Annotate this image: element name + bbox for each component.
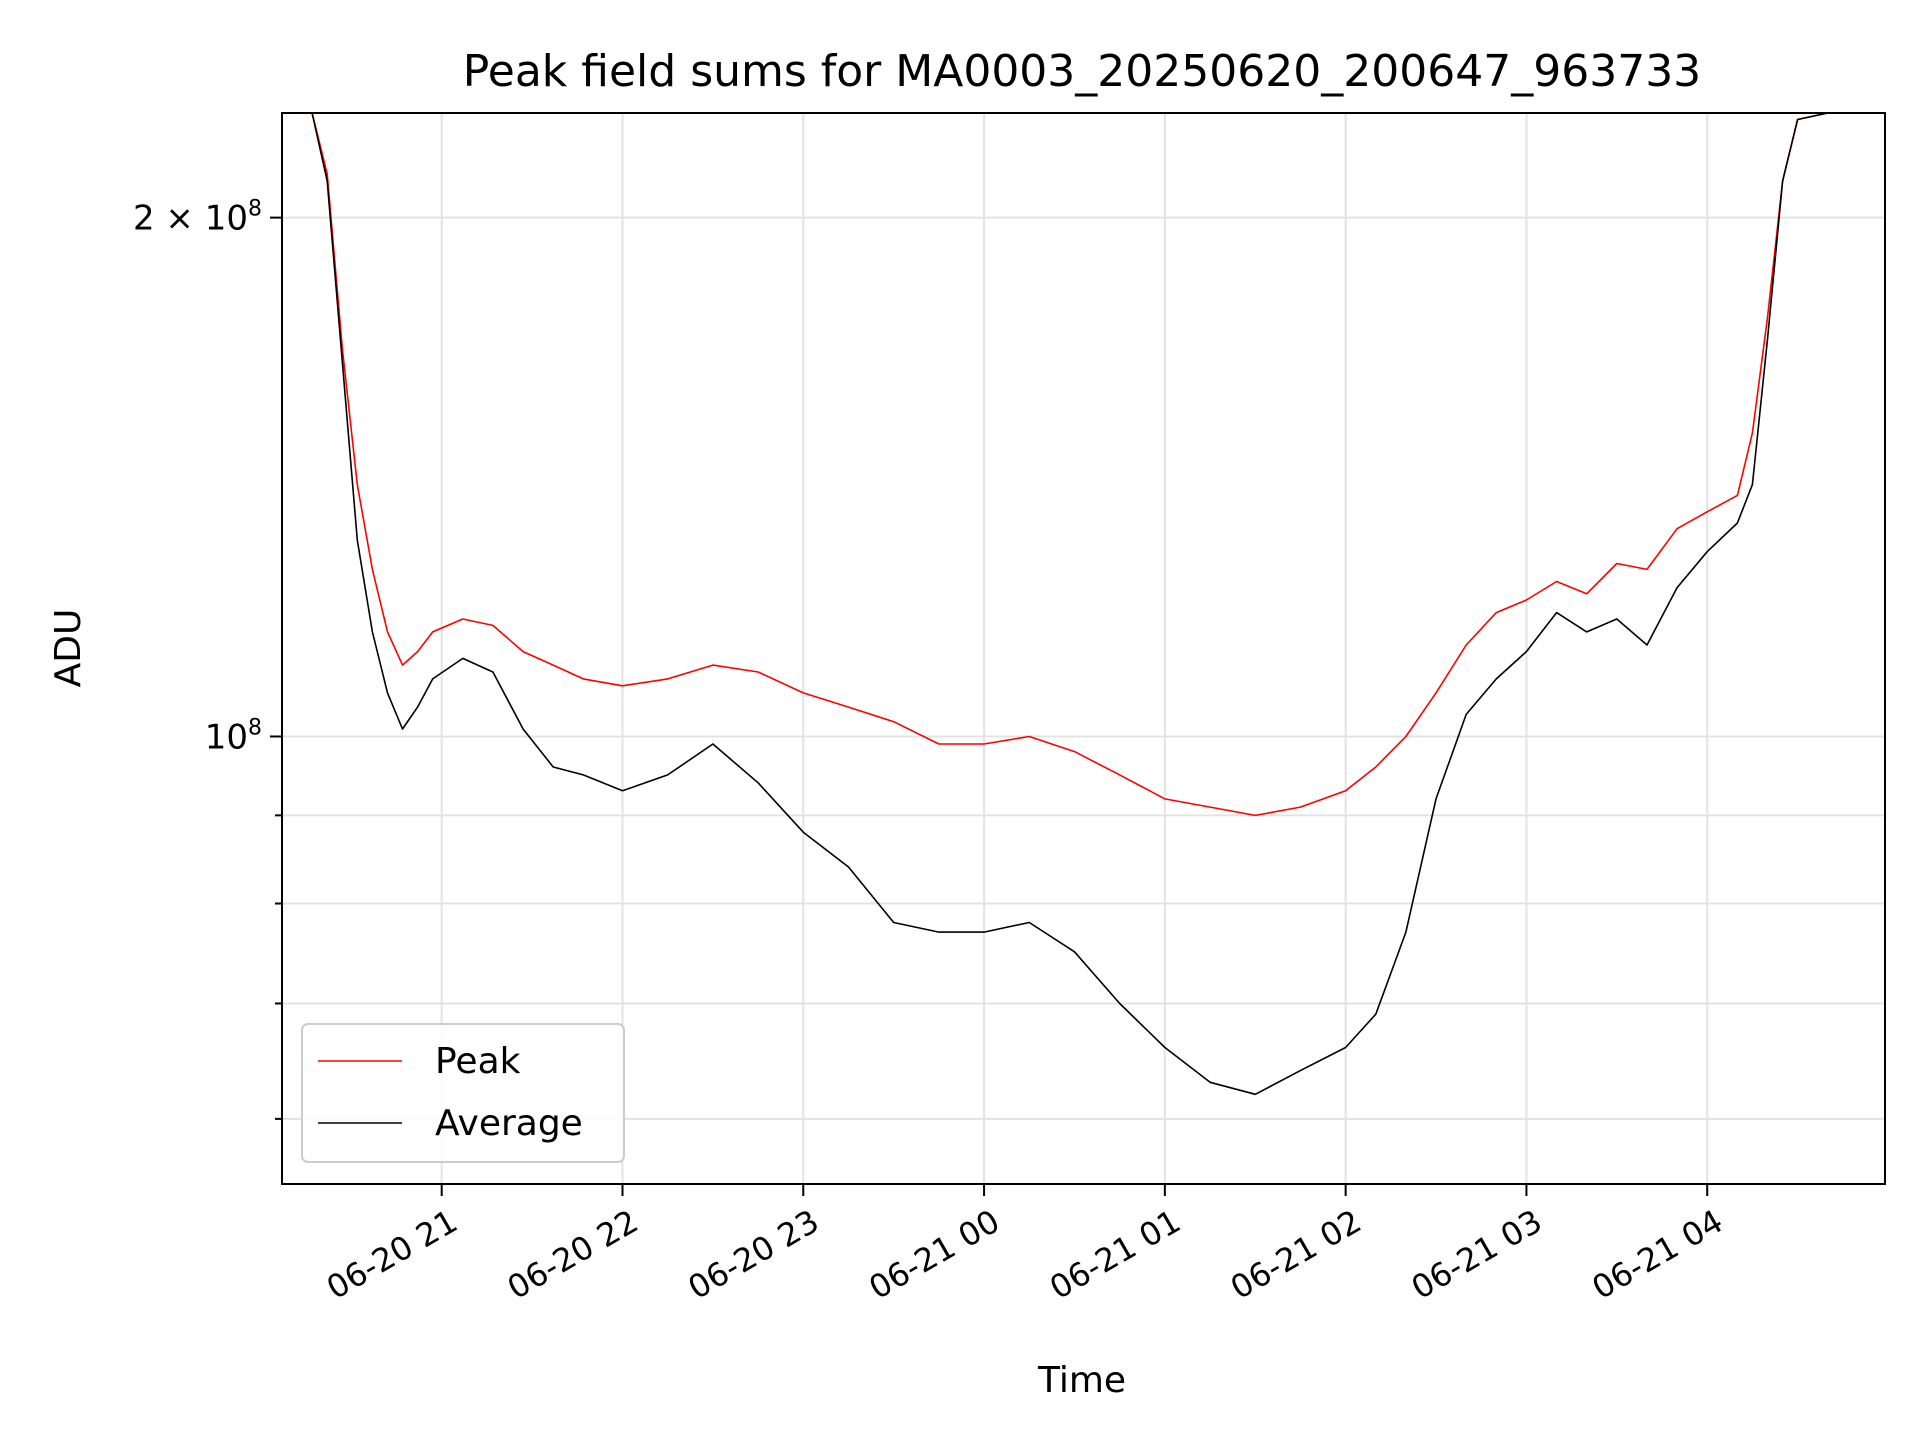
x-axis: 06-20 21 06-20 22 06-20 23 06-21 00 06-21 01… <box>320 1184 1729 1307</box>
legend-box <box>301 1023 625 1163</box>
x-tick-label: 06-21 02 <box>1224 1202 1368 1307</box>
legend-label-peak: Peak <box>435 1041 521 1082</box>
y-axis-label: ADU <box>48 609 89 688</box>
y-tick-label: 108 <box>205 715 262 757</box>
x-tick-label: 06-21 04 <box>1586 1202 1730 1307</box>
legend-label-average: Average <box>435 1103 583 1144</box>
series-line-peak <box>282 112 1885 817</box>
x-tick-label: 06-20 22 <box>501 1202 645 1307</box>
x-tick-label: 06-21 00 <box>862 1202 1006 1307</box>
series-line-average <box>282 112 1885 1096</box>
x-tick-label: 06-20 23 <box>682 1202 826 1307</box>
plot-lines <box>282 112 1885 1096</box>
plot-frame <box>281 112 1886 1185</box>
x-tick-label: 06-21 03 <box>1405 1202 1549 1307</box>
gridlines <box>282 113 1885 1184</box>
x-tick-label: 06-21 01 <box>1043 1202 1187 1307</box>
x-axis-label: Time <box>1037 1360 1126 1401</box>
legend: Peak Average <box>301 1023 625 1163</box>
y-tick-label: 2 × 108 <box>133 197 262 239</box>
chart-title: Peak field sums for MA0003_20250620_2006… <box>463 46 1701 97</box>
x-tick-label: 06-20 21 <box>320 1202 464 1307</box>
y-axis: 108 2 × 108 <box>133 197 282 1120</box>
